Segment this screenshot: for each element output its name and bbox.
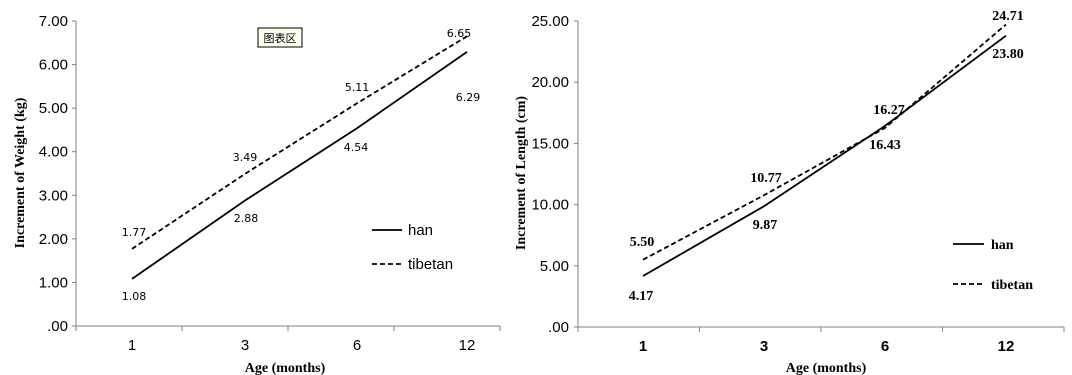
data-label-tibetan: 5.11 <box>345 81 370 94</box>
chart-area-tag-text: 图表区 <box>264 31 297 45</box>
data-label-han: 16.43 <box>869 138 901 153</box>
y-tick-label: 10.00 <box>531 197 569 214</box>
chart-area-tag: 图表区 <box>257 27 303 48</box>
y-tick-label: 15.00 <box>531 135 569 152</box>
y-tick-label: 5.00 <box>540 258 569 275</box>
y-axis-title: Increment of Length (cm) <box>514 96 529 250</box>
y-tick-label: .00 <box>548 319 569 336</box>
data-label-tibetan: 16.27 <box>873 103 905 118</box>
y-tick-label: 3.00 <box>39 187 68 204</box>
legend: han tibetan <box>953 238 1033 293</box>
legend-label-han: han <box>408 222 433 239</box>
x-tick-label: 3 <box>760 338 768 355</box>
series-line-tibetan <box>642 23 1007 261</box>
data-label-tibetan: 1.77 <box>122 226 147 239</box>
x-tick-label: 12 <box>459 337 476 354</box>
data-label-han: 6.29 <box>456 91 481 104</box>
x-tick-label: 1 <box>639 338 647 355</box>
x-tick-label: 6 <box>353 337 361 354</box>
chart-area-tag-box <box>257 27 303 48</box>
y-tick-label: .00 <box>47 318 68 335</box>
data-label-tibetan: 5.50 <box>630 235 655 250</box>
data-label-tibetan: 6.65 <box>447 27 472 40</box>
y-tick-label: 25.00 <box>531 13 569 30</box>
y-tick-label: 2.00 <box>39 231 68 248</box>
data-label-han: 1.08 <box>122 290 147 303</box>
y-tick-label: 5.00 <box>39 100 68 117</box>
legend-label-tibetan: tibetan <box>991 278 1033 293</box>
x-axis-title: Age (months) <box>245 361 326 375</box>
data-label-tibetan: 10.77 <box>750 171 782 186</box>
data-label-tibetan: 24.71 <box>992 9 1024 24</box>
chart-1: .00 1.00 2.00 3.00 4.00 5.00 6.00 7.00 1 3 6 12 Age … <box>13 13 501 375</box>
data-label-han: 4.54 <box>344 141 369 154</box>
data-label-han: 23.80 <box>992 47 1024 62</box>
x-tick-label: 6 <box>881 338 889 355</box>
chart-2: .00 5.00 10.00 15.00 20.00 25.00 1 3 6 12 Age (mon… <box>514 9 1065 375</box>
data-label-han: 4.17 <box>629 289 654 304</box>
y-tick-label: 7.00 <box>39 13 68 30</box>
y-tick-label: 4.00 <box>39 144 68 161</box>
y-tick-label: 1.00 <box>39 274 68 291</box>
legend: han tibetan <box>372 222 453 273</box>
x-tick-label: 12 <box>998 338 1015 355</box>
x-axis-title: Age (months) <box>786 361 867 375</box>
data-label-tibetan: 3.49 <box>233 151 258 164</box>
y-tick-label: 6.00 <box>39 57 68 74</box>
series-line-han <box>131 51 468 280</box>
data-label-han: 2.88 <box>234 212 259 225</box>
legend-label-han: han <box>991 238 1014 253</box>
series-line-han <box>642 34 1007 277</box>
x-tick-label: 3 <box>241 337 249 354</box>
x-tick-label: 1 <box>128 337 136 354</box>
y-axis-title: Increment of Weight (kg) <box>13 97 28 248</box>
y-tick-label: 20.00 <box>531 74 569 91</box>
series-line-tibetan <box>131 35 468 250</box>
data-label-han: 9.87 <box>753 218 778 233</box>
legend-label-tibetan: tibetan <box>408 256 453 273</box>
